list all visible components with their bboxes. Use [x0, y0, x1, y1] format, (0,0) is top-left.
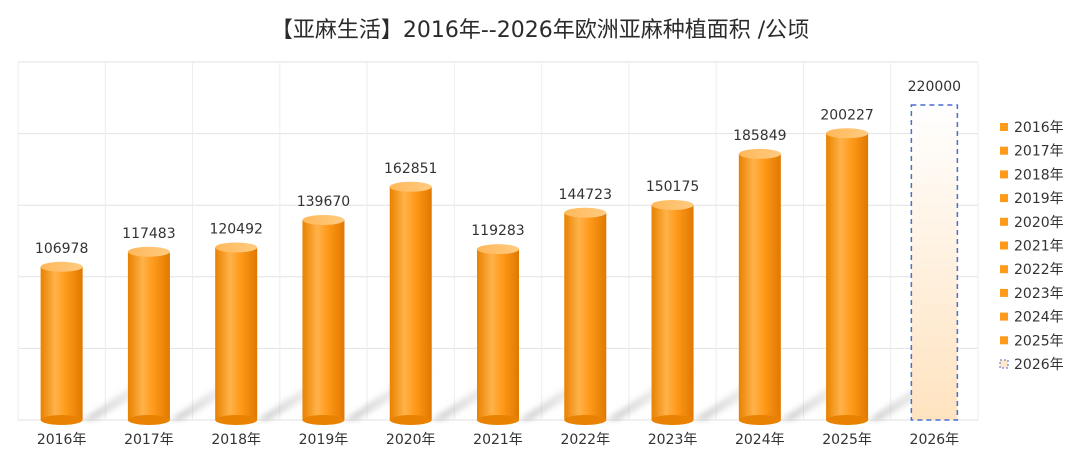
bar-2018年[interactable]: [215, 247, 258, 420]
bar-2016年[interactable]: [40, 266, 83, 420]
bar-top: [389, 181, 432, 192]
legend-entry[interactable]: 2026年: [1014, 357, 1064, 373]
bar-base: [40, 415, 83, 425]
bar-top: [651, 199, 694, 210]
bar-base: [651, 415, 694, 425]
bar-top: [302, 214, 345, 225]
legend-entry[interactable]: 2021年: [1014, 239, 1064, 255]
bar-base: [127, 415, 170, 425]
bar-base: [302, 415, 345, 425]
bar-base: [738, 415, 781, 425]
value-label: 185849: [733, 128, 786, 144]
legend-swatch: [1000, 265, 1008, 274]
legend-swatch: [1000, 123, 1008, 131]
bar-2020年[interactable]: [389, 186, 432, 420]
bar-2023年[interactable]: [651, 204, 694, 420]
legend-entry[interactable]: 2025年: [1014, 333, 1064, 349]
bar-base: [389, 415, 432, 425]
value-label: 144723: [559, 187, 612, 203]
legend-swatch: [1000, 312, 1008, 321]
bar-2026年-projection[interactable]: [910, 104, 959, 421]
x-tick-label: 2024年: [735, 432, 785, 448]
bar-base: [215, 415, 258, 425]
bar-top: [40, 261, 83, 272]
value-label: 120492: [209, 221, 262, 237]
x-tick-label: 2021年: [473, 432, 523, 448]
value-label: 117483: [122, 226, 175, 242]
legend-swatch: [1000, 146, 1008, 155]
bar-2025年[interactable]: [826, 133, 869, 420]
bar-base: [826, 415, 869, 425]
legend-entry[interactable]: 2019年: [1014, 191, 1064, 207]
x-tick-label: 2017年: [124, 432, 174, 448]
legend-entry[interactable]: 2023年: [1014, 286, 1064, 302]
x-tick-label: 2025年: [822, 432, 872, 448]
legend-entry[interactable]: 2024年: [1014, 310, 1064, 326]
bar-2019年[interactable]: [302, 219, 345, 420]
legend-swatch: [1000, 194, 1008, 203]
legend-entry[interactable]: 2018年: [1014, 167, 1064, 183]
legend-entry[interactable]: 2016年: [1014, 120, 1064, 136]
x-tick-label: 2016年: [37, 432, 87, 448]
bar-top: [215, 242, 258, 253]
chart-title: 【亚麻生活】2016年--2026年欧洲亚麻种植面积 /公顷: [270, 18, 810, 43]
bar-top: [826, 128, 869, 139]
bar-top: [738, 148, 781, 159]
x-tick-label: 2023年: [648, 432, 698, 448]
bar-2022年[interactable]: [564, 212, 607, 420]
bar-top: [477, 244, 519, 255]
value-label: 200227: [820, 107, 873, 123]
x-tick-label: 2018年: [211, 432, 261, 448]
bar-top: [564, 207, 607, 218]
bar-base: [564, 415, 607, 425]
value-label: 139670: [297, 194, 350, 210]
bar-base: [477, 415, 519, 425]
x-tick-label: 2026年: [910, 432, 960, 448]
value-label: 119283: [471, 223, 524, 239]
legend-swatch: [1000, 170, 1008, 179]
legend-entry[interactable]: 2020年: [1014, 215, 1064, 231]
value-label: 220000: [908, 79, 961, 95]
x-tick-label: 2022年: [560, 432, 610, 448]
legend-swatch: [1000, 217, 1008, 226]
value-label: 162851: [384, 161, 437, 177]
x-tick-label: 2019年: [299, 432, 349, 448]
bar-top: [127, 246, 170, 257]
legend-swatch: [1000, 336, 1008, 345]
bar-2024年[interactable]: [738, 153, 781, 420]
value-label: 150175: [646, 179, 699, 195]
legend-entry[interactable]: 2022年: [1014, 262, 1064, 278]
x-tick-label: 2020年: [386, 432, 436, 448]
legend-entry[interactable]: 2017年: [1014, 144, 1064, 160]
bar-2017年[interactable]: [127, 251, 170, 420]
legend-swatch: [1000, 241, 1008, 250]
bar-2021年[interactable]: [477, 249, 519, 420]
value-label: 106978: [35, 241, 88, 257]
legend-swatch: [999, 359, 1009, 369]
legend-swatch: [1000, 288, 1008, 297]
